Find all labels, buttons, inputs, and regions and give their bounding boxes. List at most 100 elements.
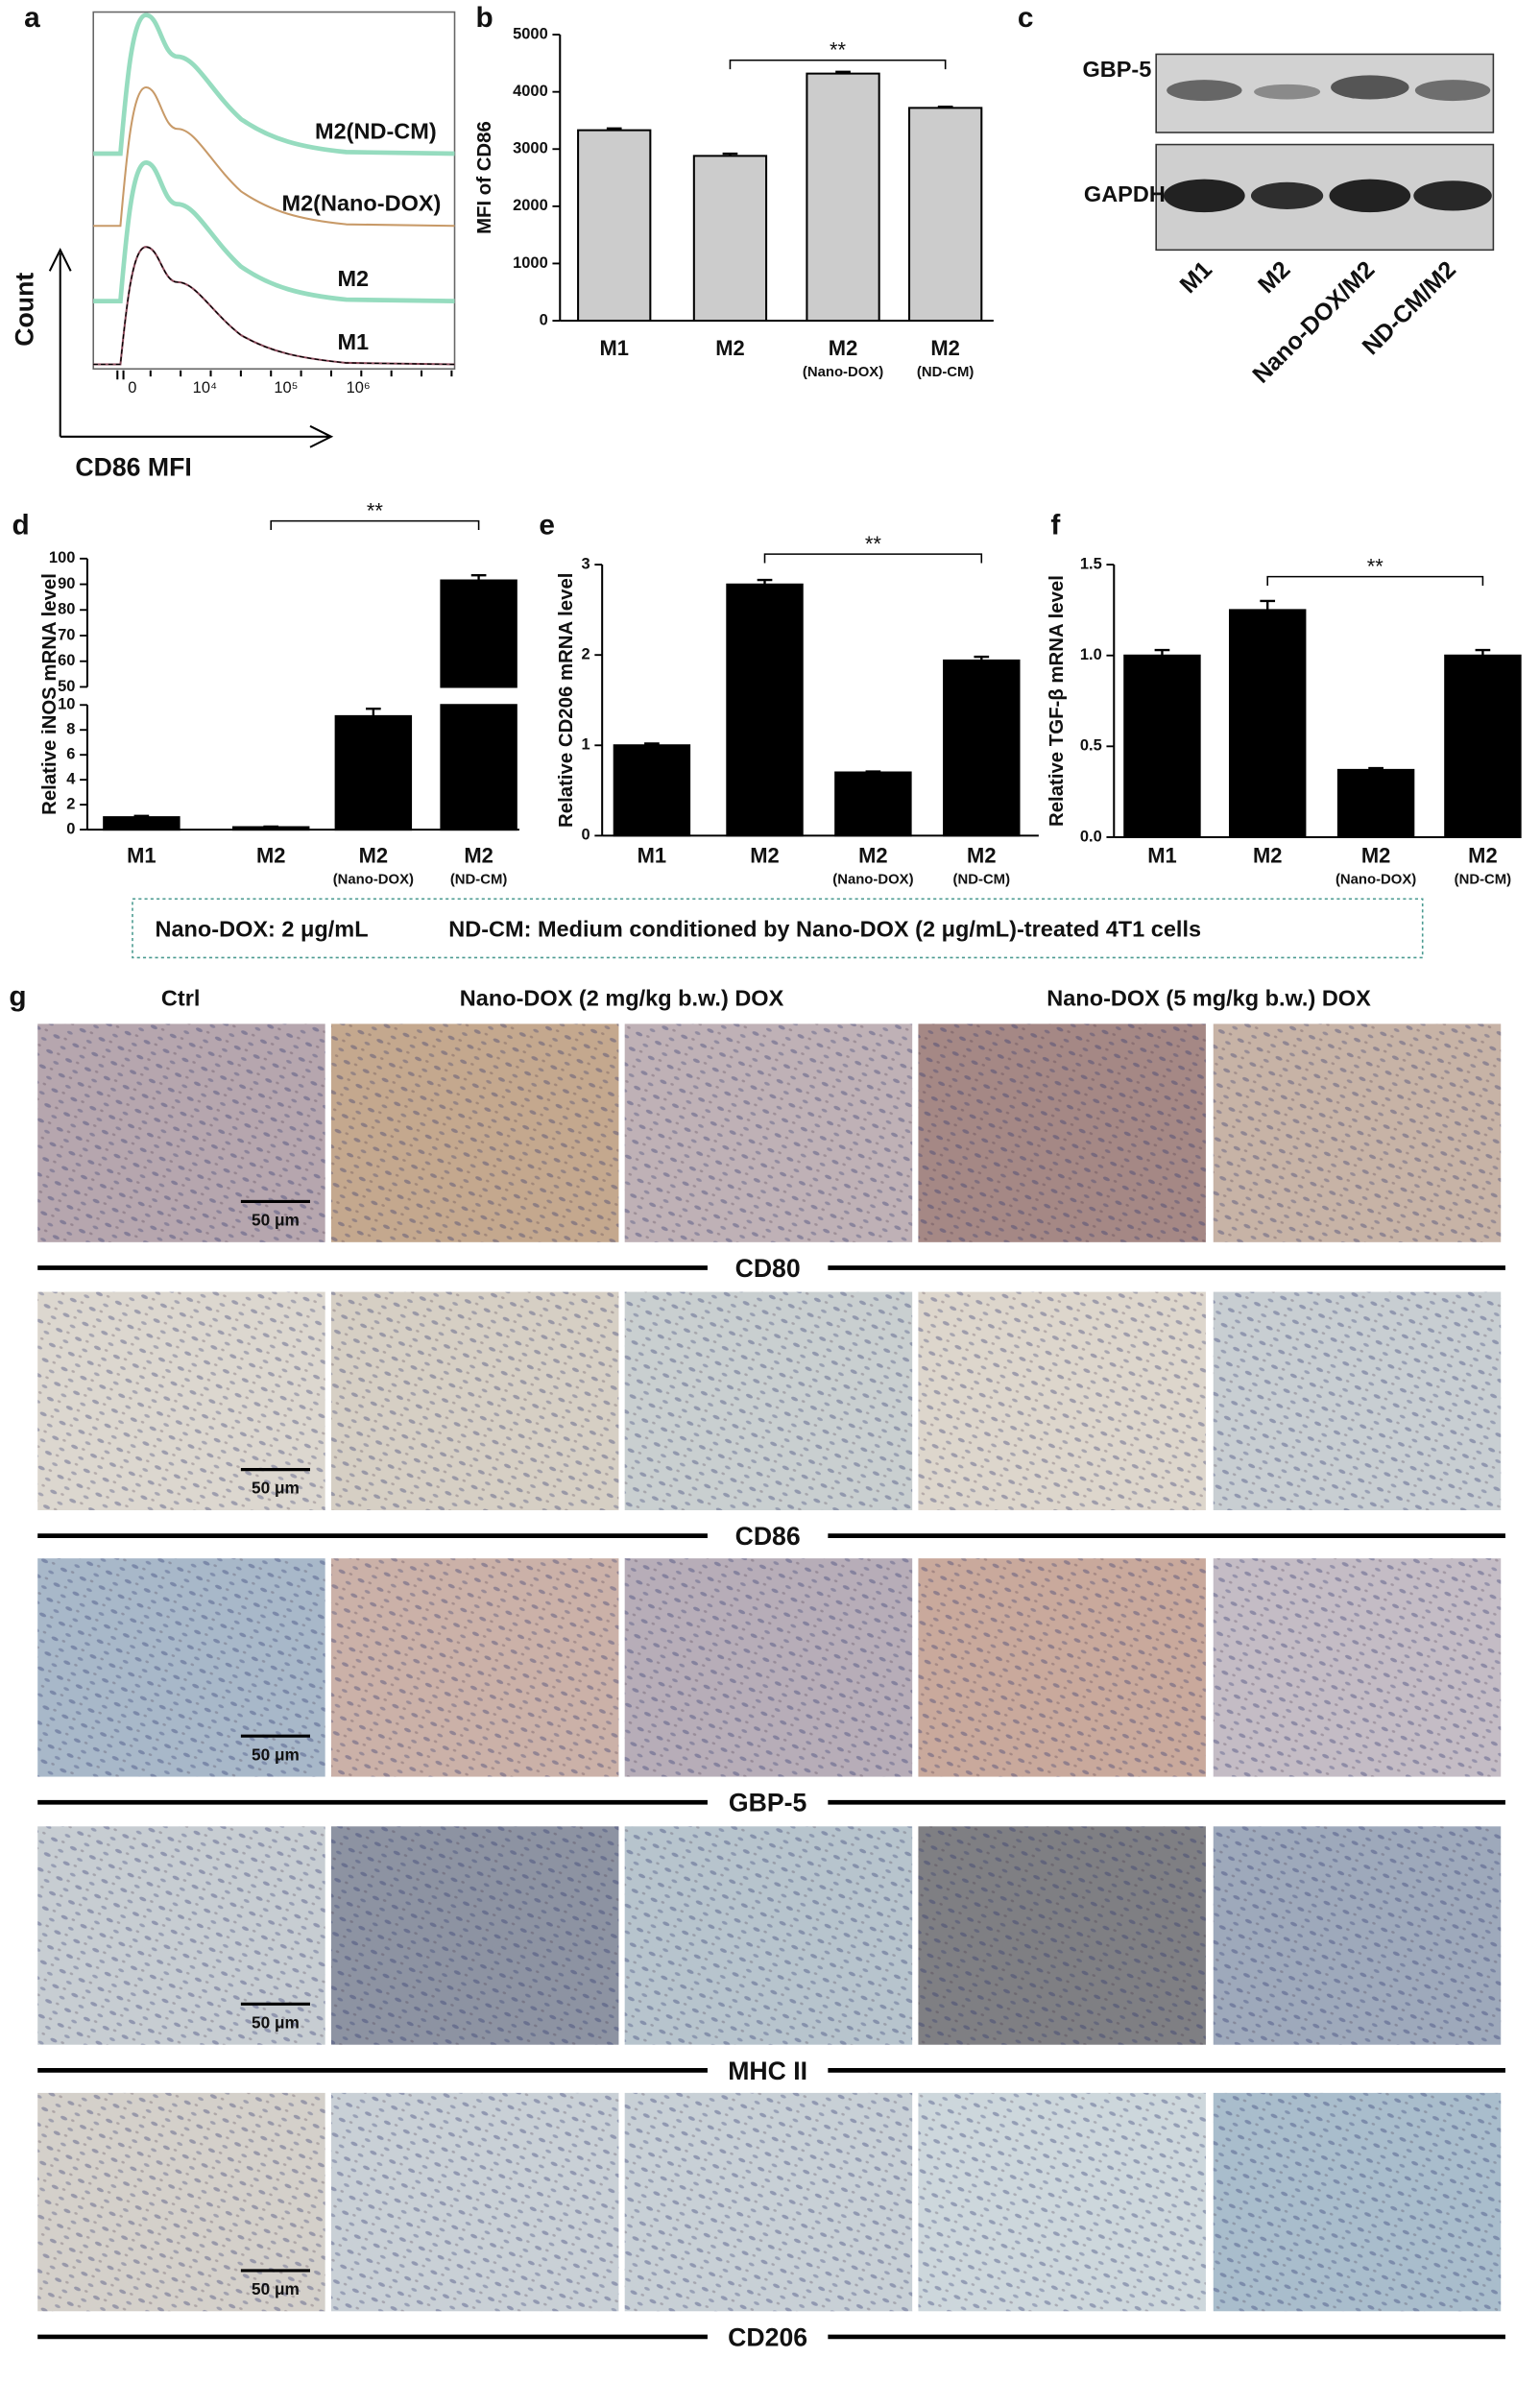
note-box	[132, 898, 1424, 959]
x-tick-sublabel: (ND-CM)	[953, 873, 1011, 888]
row-label: GBP-5	[729, 1789, 807, 1817]
y-tick-label: 0	[540, 311, 548, 328]
y-tick-label: 80	[58, 601, 75, 618]
micrograph-texture	[330, 1291, 619, 1510]
column-header: Nano-DOX (5 mg/kg b.w.) DOX	[1047, 986, 1371, 1011]
y-tick-label: 0	[581, 827, 590, 844]
error-bar	[606, 127, 622, 131]
micrograph-texture	[918, 2092, 1206, 2312]
column-header: Ctrl	[161, 986, 200, 1011]
x-tick-sublabel: (Nano-DOX)	[333, 873, 414, 888]
y-tick-label: 3000	[513, 140, 548, 157]
flow-tick-label: 10⁶	[347, 379, 371, 397]
bar	[103, 816, 180, 831]
y-tick-label: 5000	[513, 25, 548, 42]
y-axis-label: Relative CD206 mRNA level	[556, 573, 577, 828]
micrograph-texture	[918, 1023, 1206, 1242]
y-tick-label: 50	[58, 678, 75, 695]
micrograph-texture	[37, 2092, 325, 2312]
bar	[1228, 609, 1307, 838]
panel-letter: c	[1018, 2, 1034, 34]
significance-label: **	[367, 498, 384, 522]
x-tick-label: M2	[858, 844, 887, 868]
micrograph-texture	[918, 1291, 1206, 1510]
x-tick-label: M2	[1361, 844, 1390, 868]
micrograph-texture	[37, 1826, 325, 2045]
flow-tick-label: 0	[128, 379, 136, 397]
micrograph-texture	[330, 1826, 619, 2045]
error-bar	[865, 770, 881, 773]
error-bar	[937, 105, 953, 108]
y-tick-label: 10	[58, 696, 75, 713]
micrograph-texture	[918, 1558, 1206, 1777]
scale-bar-label: 50 μm	[252, 1744, 300, 1764]
flow-curve-label: M1	[337, 329, 369, 354]
bar	[613, 744, 691, 837]
y-tick-label: 6	[66, 746, 75, 763]
x-tick-sublabel: (ND-CM)	[1455, 873, 1512, 888]
flow-curve	[93, 246, 455, 366]
error-bar	[1475, 648, 1491, 656]
panel-letter: f	[1050, 510, 1060, 541]
y-tick-label: 1	[581, 736, 590, 754]
y-tick-label: 2	[581, 646, 590, 663]
micrograph-texture	[918, 1826, 1206, 2045]
blot-row-label: GAPDH	[1084, 181, 1166, 206]
error-bar	[1154, 648, 1170, 656]
note: ND-CM: Medium conditioned by Nano-DOX (2…	[448, 916, 1201, 941]
blot-lane-label: M2	[1253, 256, 1295, 299]
x-tick-sublabel: (Nano-DOX)	[1335, 873, 1416, 888]
micrograph-texture	[624, 1023, 913, 1242]
flow-tick-marks	[116, 370, 453, 380]
x-tick-sublabel: (Nano-DOX)	[832, 873, 913, 888]
blot-row-label: GBP-5	[1082, 57, 1151, 82]
x-tick-label: M1	[1147, 844, 1176, 868]
error-bar	[1368, 766, 1384, 770]
y-tick-label: 2	[66, 795, 75, 812]
x-tick-sublabel: (ND-CM)	[450, 873, 508, 888]
micrograph-texture	[1213, 1558, 1502, 1777]
significance-label: **	[865, 532, 882, 556]
panel-letter: b	[475, 2, 493, 34]
bar	[1123, 654, 1201, 838]
flow-curve-label: M2	[337, 266, 369, 291]
x-tick-label: M2	[1253, 844, 1282, 868]
y-tick-label: 4	[66, 771, 76, 788]
micrograph-texture	[624, 1558, 913, 1777]
error-bar	[1260, 599, 1276, 611]
flow-curve	[93, 246, 455, 366]
flow-tick-label: 10⁴	[193, 379, 217, 397]
row-label: MHC II	[728, 2057, 807, 2085]
y-tick-label: 0.0	[1080, 828, 1102, 845]
y-tick-label: 8	[66, 721, 75, 738]
x-tick-label: M2	[750, 844, 779, 868]
x-tick-label: M2	[930, 336, 959, 360]
blot-lane-label: M1	[1175, 256, 1217, 299]
significance-label: **	[1367, 555, 1384, 579]
flow-ylabel: Count	[10, 273, 38, 347]
bar	[943, 659, 1021, 837]
error-bar	[835, 70, 851, 74]
error-bar	[263, 825, 279, 829]
y-axis-label: Relative TGF-β mRNA level	[1047, 575, 1068, 827]
row-label: CD80	[735, 1254, 801, 1283]
micrograph-texture	[1213, 1826, 1502, 2045]
panel-letter: a	[24, 2, 40, 34]
micrograph-texture	[1213, 1023, 1502, 1242]
micrograph-texture	[37, 1023, 325, 1242]
x-tick-label: M2	[256, 844, 285, 868]
y-tick-label: 0.5	[1080, 737, 1102, 755]
y-tick-label: 1.5	[1080, 555, 1102, 572]
error-bar	[470, 574, 487, 581]
row-label: CD206	[728, 2322, 807, 2351]
micrograph-texture	[624, 1826, 913, 2045]
micrograph-texture	[37, 1558, 325, 1777]
micrograph-texture	[330, 1023, 619, 1242]
blot-bands	[1164, 75, 1492, 213]
bar	[1336, 768, 1415, 838]
panel-letter: d	[12, 510, 30, 541]
significance-bracket	[270, 519, 480, 531]
micrograph-texture	[1213, 1291, 1502, 1510]
bar	[577, 129, 652, 323]
